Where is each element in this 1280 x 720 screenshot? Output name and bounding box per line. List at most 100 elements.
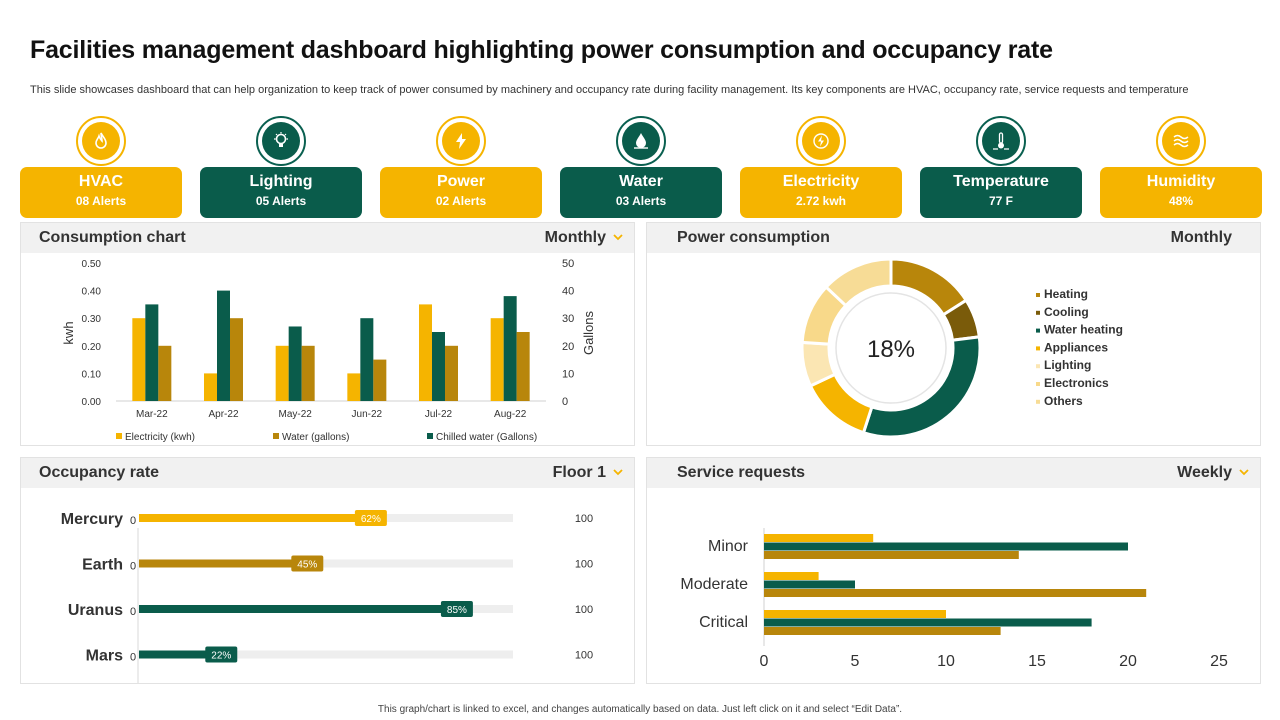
x-tick-label: 25 bbox=[1210, 653, 1228, 670]
kpi-power[interactable]: Power 02 Alerts bbox=[380, 116, 542, 218]
bar-assigned-critical bbox=[764, 627, 1001, 635]
x-tick-label: May-22 bbox=[278, 409, 312, 420]
kpi-value: 08 Alerts bbox=[75, 194, 127, 208]
kpi-lighting[interactable]: Lighting 05 Alerts bbox=[200, 116, 362, 218]
legend-label: Water (gallons) bbox=[282, 432, 349, 443]
occupancy-value-badge bbox=[440, 601, 473, 617]
legend-swatch bbox=[1036, 346, 1040, 351]
occupancy-filter-dropdown[interactable]: Floor 1 bbox=[552, 464, 606, 481]
chevron-down-icon[interactable] bbox=[1238, 466, 1250, 478]
x-tick-label: 10 bbox=[937, 653, 955, 670]
x-tick-label: 20 bbox=[1119, 653, 1137, 670]
occupancy-label-uranus: Uranus bbox=[68, 602, 123, 619]
bar-chilled-aug-22 bbox=[503, 296, 517, 401]
donut-center bbox=[835, 292, 947, 404]
y2-tick-label: 30 bbox=[562, 313, 574, 325]
y2-tick-label: 40 bbox=[562, 286, 574, 298]
y-tick-label: 0.50 bbox=[82, 259, 102, 270]
kpi-label: Water bbox=[619, 173, 663, 190]
power-title: Power consumption bbox=[677, 229, 830, 246]
service-filter-dropdown[interactable]: Weekly bbox=[1177, 464, 1232, 481]
occupancy-title: Occupancy rate bbox=[39, 464, 160, 481]
occupancy-bar-mercury bbox=[139, 514, 371, 522]
kpi-value: 02 Alerts bbox=[435, 194, 487, 208]
occupancy-value-badge bbox=[205, 646, 238, 663]
chevron-down-icon[interactable] bbox=[612, 231, 624, 243]
occupancy-value-label: 85% bbox=[447, 605, 467, 616]
x-tick-label: Aug-22 bbox=[494, 409, 527, 420]
y-axis-label: kwh bbox=[61, 321, 76, 344]
legend-swatch bbox=[1036, 328, 1040, 333]
bar-closed-critical bbox=[764, 618, 1092, 627]
bar-water-apr-22 bbox=[230, 318, 243, 401]
kpi-label: Electricity bbox=[782, 173, 860, 190]
occupancy-value-label: 22% bbox=[211, 651, 231, 662]
legend-swatch bbox=[1036, 382, 1040, 386]
legend-swatch bbox=[116, 433, 122, 439]
y-tick-label: 0.20 bbox=[82, 342, 102, 353]
bar-open-minor bbox=[764, 534, 874, 542]
kpi-water[interactable]: Water 03 Alerts bbox=[560, 116, 722, 218]
y2-tick-label: 50 bbox=[562, 258, 574, 270]
occupancy-track bbox=[139, 650, 513, 659]
kpi-label: Humidity bbox=[1146, 173, 1216, 190]
occupancy-value-label: 45% bbox=[297, 560, 317, 571]
bar-open-moderate bbox=[764, 572, 819, 580]
category-label-minor: Minor bbox=[708, 538, 749, 555]
bar-chilled-mar-22 bbox=[145, 304, 159, 401]
water-drop-icon bbox=[634, 133, 648, 149]
power-filter[interactable]: Monthly bbox=[1170, 229, 1232, 246]
legend-label: Electricity (kwh) bbox=[125, 432, 195, 443]
bar-water-jun-22 bbox=[373, 359, 387, 401]
occupancy-label-mercury: Mercury bbox=[61, 511, 123, 528]
min-label: 0 bbox=[130, 652, 136, 664]
bar-open-critical bbox=[764, 610, 946, 618]
bar-electricity-apr-22 bbox=[204, 373, 217, 401]
legend-label: Chilled water (Gallons) bbox=[436, 432, 537, 443]
power-panel: Power consumption Monthly 18% Heating Cool… bbox=[646, 222, 1261, 446]
kpi-label: HVAC bbox=[78, 173, 124, 190]
occupancy-value-badge bbox=[354, 510, 387, 526]
bar-chilled-may-22 bbox=[288, 326, 302, 401]
legend-swatch bbox=[427, 433, 433, 439]
y-tick-label: 0.40 bbox=[82, 287, 102, 298]
waves-icon bbox=[1173, 134, 1189, 148]
legend-swatch bbox=[1036, 293, 1040, 297]
bar-assigned-minor bbox=[764, 551, 1019, 559]
min-label: 0 bbox=[130, 561, 136, 573]
legend-label: Cooling bbox=[1044, 305, 1089, 319]
legend-label: Water heating bbox=[1044, 323, 1123, 337]
max-label: 100 bbox=[575, 650, 593, 662]
consumption-panel: Consumption chart Monthly 0.00 0.10 0.20 0.… bbox=[20, 222, 635, 446]
occupancy-label-earth: Earth bbox=[82, 557, 123, 574]
chevron-down-icon[interactable] bbox=[612, 466, 624, 478]
bar-electricity-mar-22 bbox=[132, 318, 146, 401]
legend-swatch bbox=[1036, 399, 1040, 404]
bar-water-mar-22 bbox=[158, 345, 172, 401]
page-subtitle: This slide showcases dashboard that can … bbox=[30, 84, 1189, 96]
category-label-critical: Critical bbox=[699, 614, 748, 631]
page-title: Facilities management dashboard highligh… bbox=[30, 36, 1053, 64]
bar-water-jul-22 bbox=[445, 345, 458, 401]
legend-swatch bbox=[1036, 310, 1040, 315]
max-label: 100 bbox=[575, 604, 593, 616]
min-label: 0 bbox=[130, 515, 136, 527]
kpi-humidity[interactable]: Humidity 48% bbox=[1100, 116, 1262, 218]
legend-swatch bbox=[273, 433, 279, 439]
max-label: 100 bbox=[575, 513, 593, 525]
kpi-hvac[interactable]: HVAC 08 Alerts bbox=[20, 116, 182, 218]
occupancy-chart: Mercury 0 62% 100 Earth 0 45% 100 Uranus 0 85% 100 M… bbox=[61, 510, 593, 706]
x-tick-label: Apr-22 bbox=[208, 409, 238, 420]
bar-electricity-may-22 bbox=[275, 345, 289, 401]
x-tick-label: 15 bbox=[1028, 653, 1046, 670]
bar-assigned-moderate bbox=[764, 589, 1147, 597]
footer-note: This graph/chart is linked to excel, and… bbox=[377, 704, 903, 715]
kpi-electricity[interactable]: Electricity 2.72 kwh bbox=[740, 116, 902, 218]
legend-label: Electronics bbox=[1044, 376, 1109, 390]
kpi-value: 05 Alerts bbox=[255, 194, 307, 208]
consumption-filter-dropdown[interactable]: Monthly bbox=[544, 229, 606, 246]
bar-water-aug-22 bbox=[516, 332, 530, 401]
service-panel: Service requests Weekly Minor Moderate Cri… bbox=[646, 457, 1261, 700]
kpi-temperature[interactable]: Temperature 77 F bbox=[920, 116, 1082, 218]
kpi-value: 48% bbox=[1168, 194, 1194, 208]
